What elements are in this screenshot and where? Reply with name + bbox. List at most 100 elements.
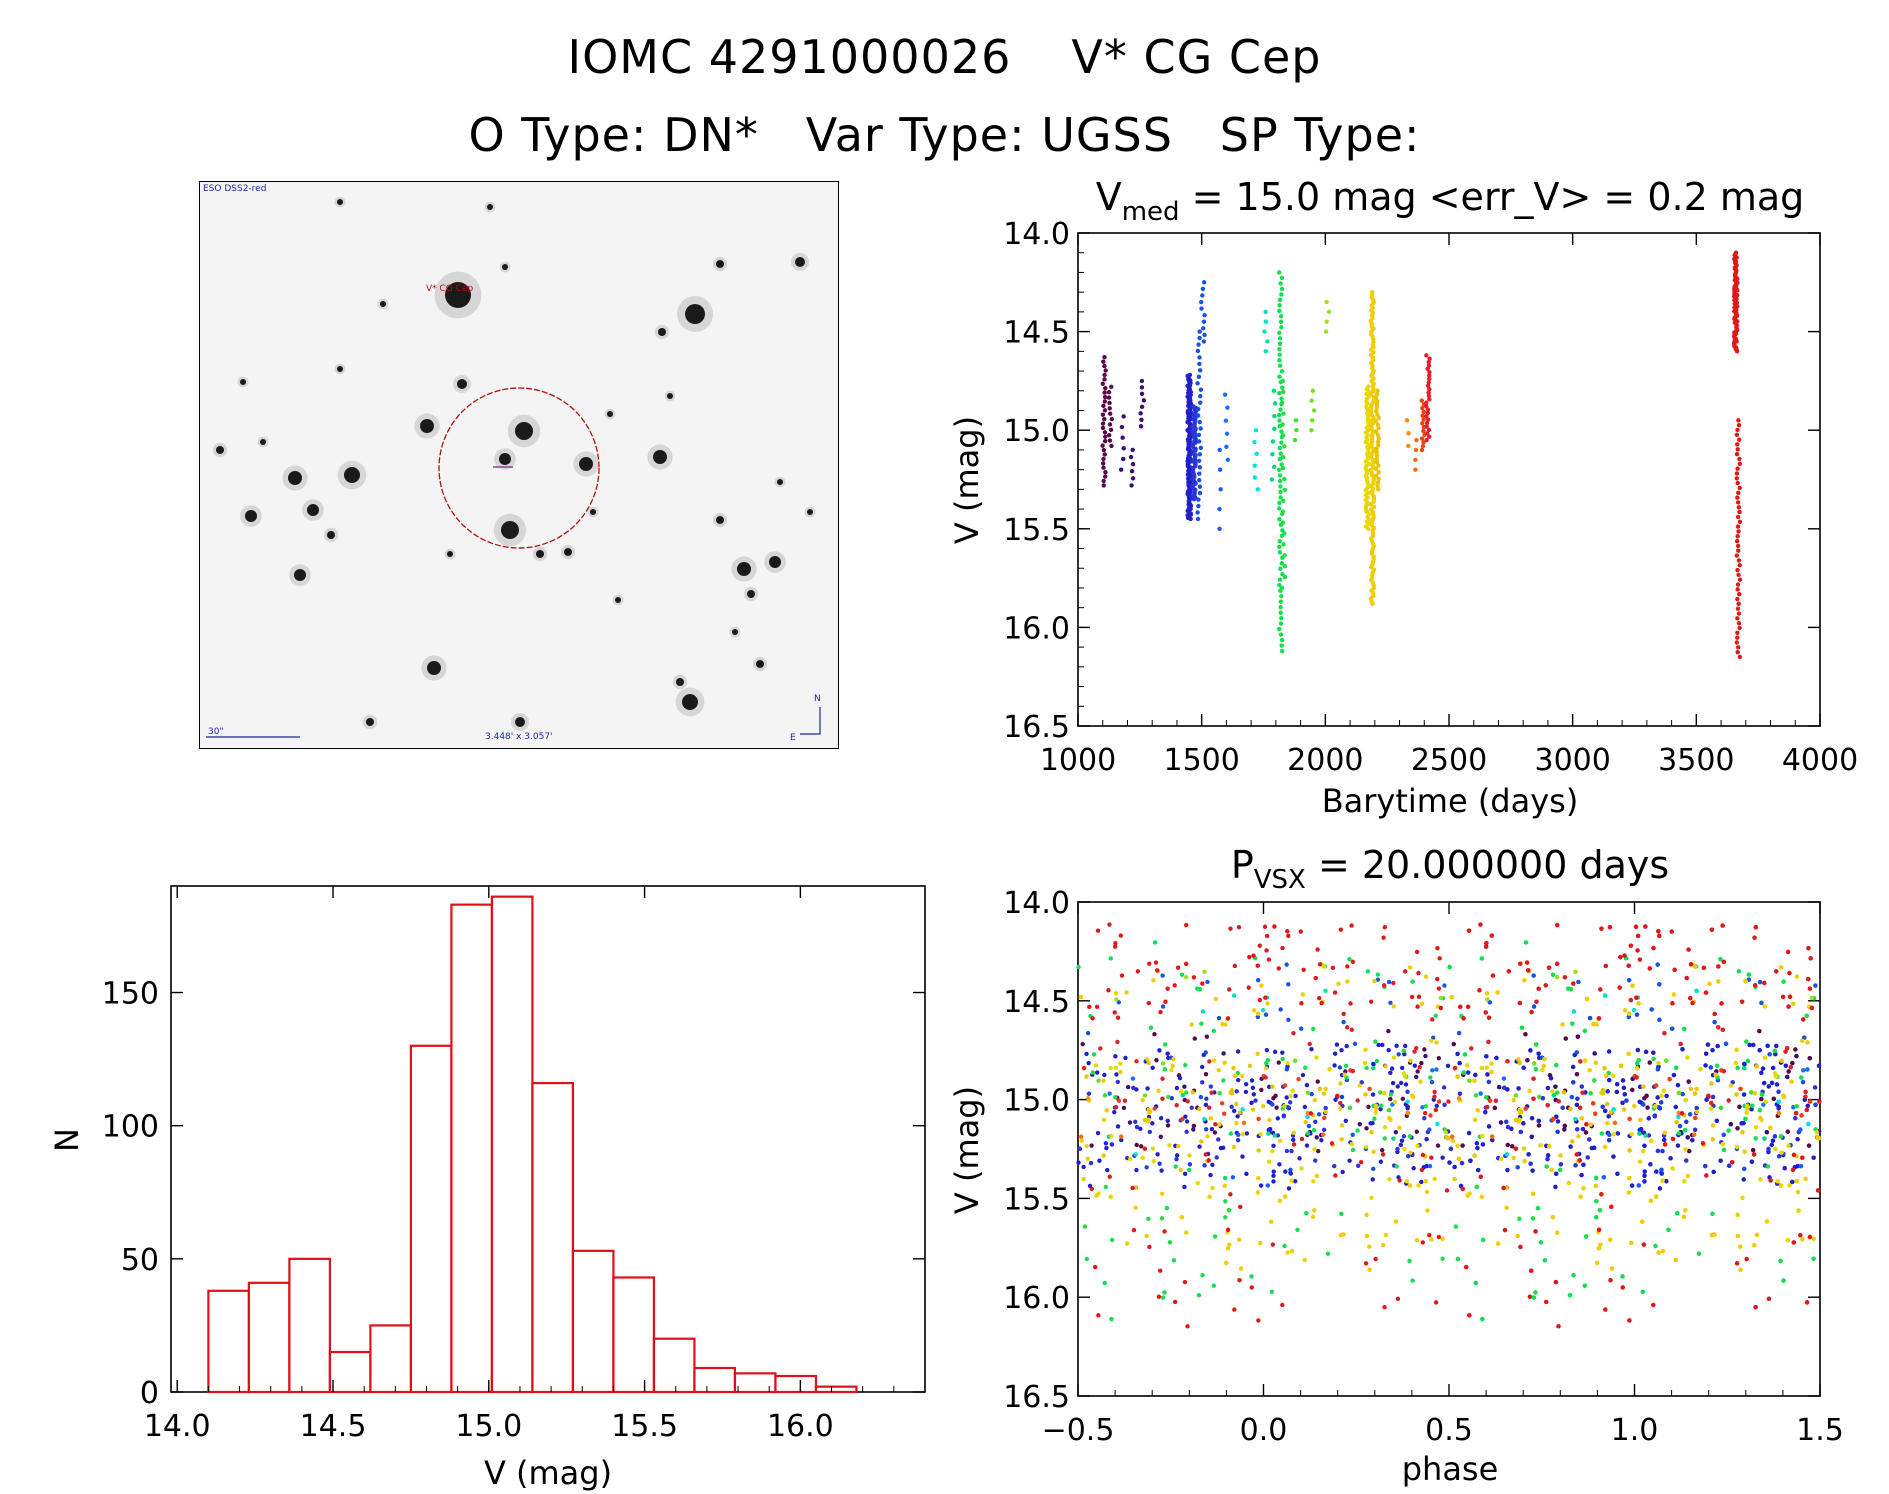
phased-point <box>1159 1216 1165 1221</box>
phased-point <box>1533 1229 1538 1234</box>
phased-point <box>1490 1137 1495 1143</box>
light-curve-point <box>1424 437 1429 443</box>
phased-point <box>1176 1143 1181 1149</box>
phased-point <box>1680 1047 1685 1052</box>
phased-point <box>1484 991 1490 996</box>
phased-point <box>1767 1052 1772 1057</box>
phased-point <box>1088 1160 1094 1166</box>
phased-point <box>1762 980 1767 986</box>
phased-point <box>1085 1030 1091 1036</box>
light-curve-point <box>1198 426 1203 431</box>
phased-point <box>1516 1086 1521 1091</box>
phased-point <box>1742 1149 1747 1154</box>
phased-point <box>1780 1135 1785 1140</box>
star <box>653 450 667 464</box>
phased-point <box>1780 994 1786 1000</box>
phased-point <box>1232 1073 1238 1079</box>
phased-point <box>1750 1103 1755 1108</box>
phased-point <box>1133 1119 1138 1125</box>
phased-point <box>1803 1094 1808 1099</box>
light-curve-point <box>1271 464 1277 470</box>
phased-point <box>1530 1168 1535 1173</box>
phased-point <box>1549 1167 1554 1173</box>
light-curve-point <box>1185 508 1190 513</box>
phased-point <box>1762 1004 1767 1009</box>
phased-point <box>1794 1053 1799 1059</box>
phased-point <box>1505 1059 1510 1064</box>
light-curve-point <box>1309 428 1314 433</box>
phased-point <box>1567 1292 1573 1298</box>
phased-point <box>1152 1032 1157 1037</box>
star <box>427 661 441 675</box>
phased-point <box>1789 1079 1794 1084</box>
x-tick-label: 3500 <box>1658 743 1734 778</box>
phased-point <box>1778 1183 1784 1188</box>
phased-point <box>1600 1087 1606 1093</box>
light-curve-point <box>1202 332 1207 338</box>
phased-point <box>1590 1101 1596 1106</box>
light-curve-point <box>1364 509 1369 515</box>
phased-point <box>1645 1105 1650 1110</box>
phased-point <box>1596 1246 1602 1251</box>
light-curve-point <box>1197 419 1202 425</box>
phased-point <box>1095 1130 1101 1136</box>
phased-point <box>1424 1137 1429 1142</box>
light-curve-point <box>1370 313 1375 318</box>
phased-point <box>1782 1165 1787 1171</box>
phased-point <box>1289 1148 1294 1154</box>
light-curve-point <box>1187 459 1192 465</box>
phased-point <box>1496 1155 1501 1161</box>
phased-point <box>1778 965 1784 970</box>
phased-point <box>1738 1086 1743 1092</box>
light-curve-point <box>1225 405 1230 410</box>
phased-point <box>1638 1126 1644 1132</box>
phased-point <box>1711 1169 1716 1175</box>
phased-point <box>1710 1094 1716 1100</box>
phased-point <box>1382 924 1388 930</box>
light-curve-point <box>1188 516 1193 522</box>
phased-point <box>1098 1046 1103 1051</box>
light-curve-point <box>1276 626 1282 632</box>
phased-point <box>1691 999 1696 1005</box>
phased-point <box>1299 1166 1304 1171</box>
phased-point <box>1769 1080 1775 1086</box>
phased-point <box>1609 1266 1615 1271</box>
phased-point <box>1774 969 1779 974</box>
phased-point <box>1525 1057 1530 1063</box>
phased-point <box>1444 1188 1450 1193</box>
phased-point <box>1599 1192 1604 1197</box>
phased-point <box>1261 1073 1267 1079</box>
light-curve-point <box>1420 421 1425 426</box>
light-curve-point <box>1369 373 1374 379</box>
star <box>515 422 533 440</box>
light-curve-point <box>1186 507 1191 513</box>
phased-point <box>1388 1000 1393 1005</box>
light-curve-point <box>1737 519 1743 524</box>
light-curve-point <box>1734 476 1739 481</box>
phased-point <box>1795 1189 1801 1195</box>
phased-point <box>1455 1143 1460 1149</box>
phased-point <box>1657 1186 1663 1191</box>
phased-point <box>1539 1055 1545 1060</box>
phased-point <box>1660 1178 1665 1183</box>
phased-point <box>1323 1086 1328 1092</box>
phased-point <box>1105 1167 1110 1173</box>
light-curve-point <box>1186 514 1192 519</box>
phased-point <box>1703 990 1709 995</box>
phased-point <box>1811 996 1817 1001</box>
phased-point <box>1483 944 1489 949</box>
phased-point <box>1229 1104 1234 1110</box>
phased-point <box>1090 1072 1095 1077</box>
phased-point <box>1691 1132 1697 1137</box>
phased-point <box>1805 1067 1810 1072</box>
phased-point <box>1606 1138 1612 1143</box>
light-curve-point <box>1374 391 1380 397</box>
phased-point <box>1646 1116 1652 1121</box>
phased-point <box>1811 1236 1816 1242</box>
phased-point <box>1276 1060 1281 1065</box>
phased-point <box>1662 1030 1667 1036</box>
phased-point <box>1630 983 1635 988</box>
phased-point <box>1786 1004 1791 1009</box>
star <box>536 550 544 558</box>
phased-point <box>1421 1165 1427 1170</box>
